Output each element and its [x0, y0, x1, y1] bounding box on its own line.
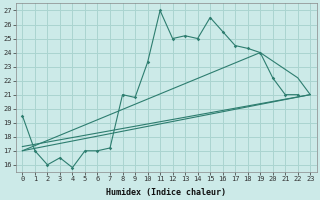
X-axis label: Humidex (Indice chaleur): Humidex (Indice chaleur)	[106, 188, 226, 197]
